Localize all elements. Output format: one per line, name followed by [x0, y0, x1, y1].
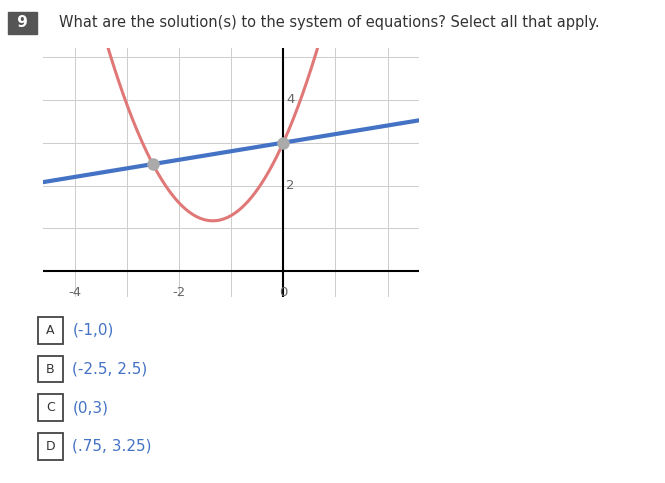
Text: C: C [46, 401, 55, 414]
Text: (.75, 3.25): (.75, 3.25) [72, 439, 152, 454]
Text: 0: 0 [279, 286, 287, 299]
Text: What are the solution(s) to the system of equations? Select all that apply.: What are the solution(s) to the system o… [59, 15, 599, 30]
Text: (-2.5, 2.5): (-2.5, 2.5) [72, 361, 148, 377]
FancyBboxPatch shape [38, 317, 63, 344]
Text: 9: 9 [12, 15, 33, 30]
FancyBboxPatch shape [38, 433, 63, 460]
Text: -4: -4 [68, 286, 81, 299]
Text: -2: -2 [172, 286, 186, 299]
Text: 4: 4 [287, 93, 295, 106]
FancyBboxPatch shape [38, 355, 63, 383]
Text: 2: 2 [287, 179, 295, 192]
Text: (0,3): (0,3) [72, 400, 108, 415]
Text: (-1,0): (-1,0) [72, 323, 114, 338]
Text: B: B [47, 363, 55, 375]
FancyBboxPatch shape [38, 394, 63, 421]
Text: A: A [47, 324, 55, 337]
Text: D: D [46, 440, 55, 453]
